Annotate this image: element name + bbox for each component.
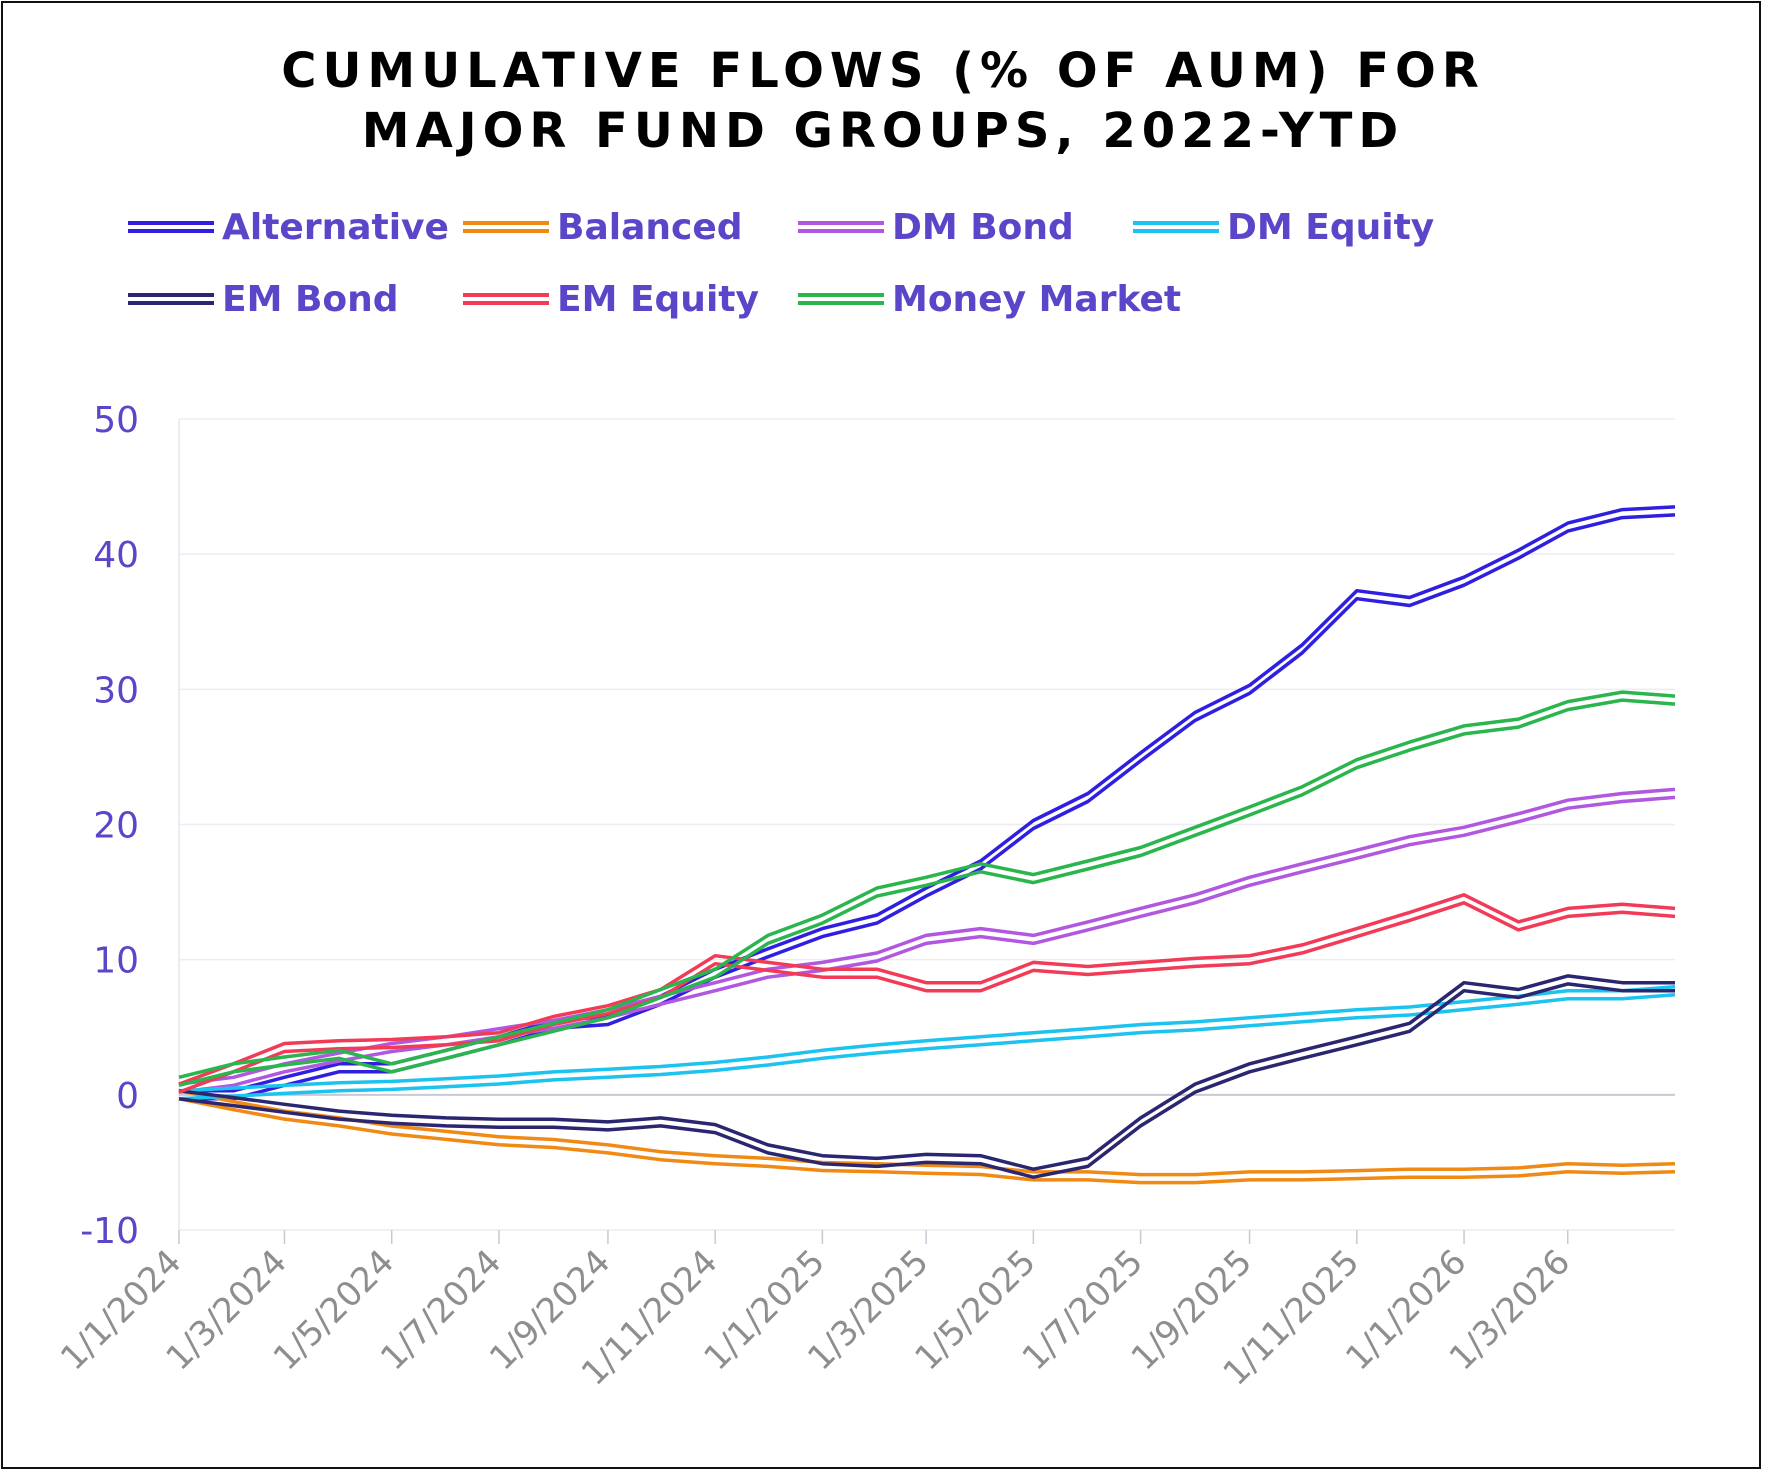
series-lines bbox=[178, 505, 1676, 1185]
y-tick-label: -10 bbox=[80, 1211, 139, 1252]
series-line-upper bbox=[178, 1089, 1676, 1177]
y-tick-label: 40 bbox=[93, 535, 139, 576]
series-line-upper bbox=[178, 974, 1675, 1171]
y-tick-label: 30 bbox=[93, 670, 139, 711]
y-tick-label: 10 bbox=[93, 941, 139, 982]
chart-title-line-1: CUMULATIVE FLOWS (% OF AUM) FOR bbox=[281, 43, 1485, 99]
series-line-upper bbox=[178, 893, 1676, 1086]
line-chart-plot: -10 0 10 20 30 40 50 1/1/20241/3/20241/5/20241… bbox=[53, 400, 1676, 1394]
grid-lines bbox=[178, 418, 1675, 1244]
x-axis-ticks: 1/1/20241/3/20241/5/20241/7/20241/9/2024… bbox=[53, 1242, 1578, 1394]
y-tick-label: 20 bbox=[93, 806, 139, 847]
y-axis-ticks: -10 0 10 20 30 40 50 bbox=[80, 400, 139, 1252]
chart-title-line-2: MAJOR FUND GROUPS, 2022-YTD bbox=[361, 103, 1405, 159]
series-line-lower bbox=[178, 901, 1676, 1094]
series-line-lower bbox=[178, 982, 1675, 1179]
series-line-lower bbox=[178, 993, 1676, 1101]
series-line-upper bbox=[178, 985, 1676, 1093]
series-line-lower bbox=[178, 1097, 1676, 1185]
series-line-lower bbox=[178, 698, 1676, 1087]
series-money-market bbox=[178, 690, 1676, 1087]
series-em-bond bbox=[178, 974, 1676, 1179]
y-tick-label: 0 bbox=[116, 1076, 139, 1117]
series-dm-equity bbox=[178, 985, 1676, 1101]
series-line-upper bbox=[178, 690, 1676, 1079]
y-tick-label: 50 bbox=[93, 400, 139, 441]
series-balanced bbox=[178, 1089, 1676, 1185]
chart-title: CUMULATIVE FLOWS (% OF AUM) FOR MAJOR FU… bbox=[3, 41, 1763, 161]
